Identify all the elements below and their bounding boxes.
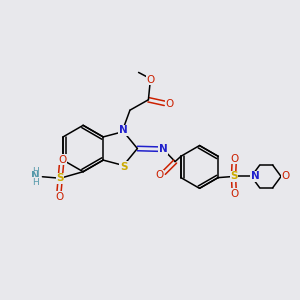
Text: N: N	[159, 144, 167, 154]
Text: N: N	[251, 172, 260, 182]
Text: S: S	[56, 173, 64, 183]
Text: S: S	[230, 172, 238, 182]
Text: H: H	[32, 178, 39, 187]
Text: O: O	[56, 192, 64, 202]
Text: H: H	[32, 167, 39, 176]
Text: O: O	[155, 170, 163, 180]
Text: O: O	[231, 154, 239, 164]
Text: S: S	[120, 162, 127, 172]
Text: N: N	[32, 171, 40, 181]
Text: O: O	[165, 99, 173, 109]
Text: N: N	[119, 125, 128, 135]
Text: O: O	[231, 189, 239, 199]
Text: O: O	[146, 75, 154, 85]
Text: O: O	[282, 172, 290, 182]
Text: O: O	[58, 155, 66, 165]
